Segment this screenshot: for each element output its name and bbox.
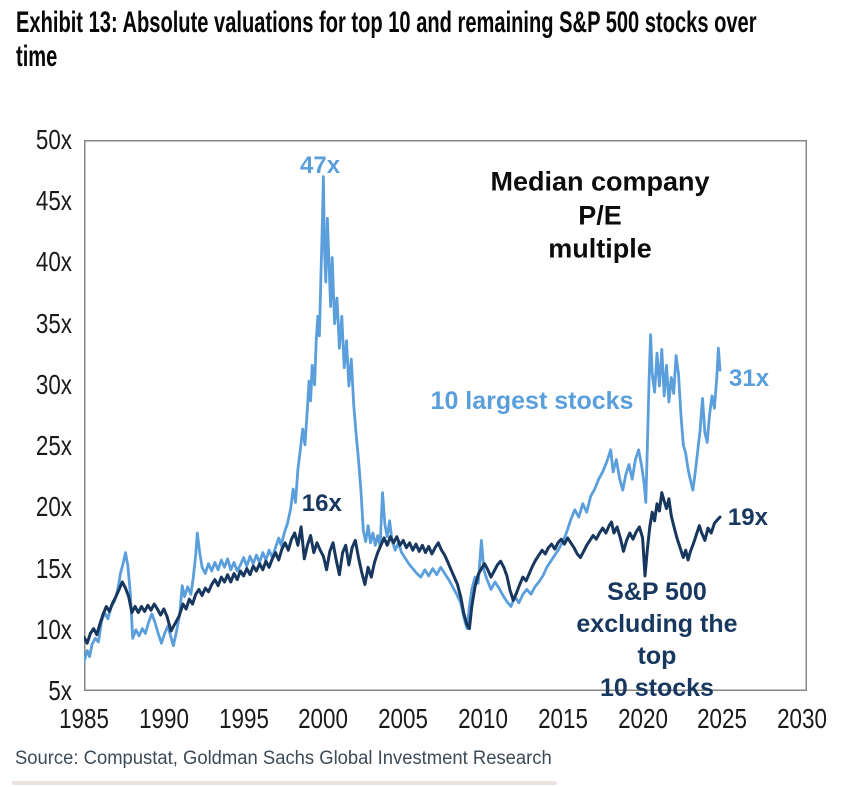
- y-tick-30x: 30x: [35, 368, 72, 400]
- plot-border: [84, 140, 807, 691]
- peak-16x: 16x: [301, 489, 342, 517]
- sp500-ex-top10-line: [84, 491, 722, 645]
- x-tick-1990: 1990: [138, 703, 189, 734]
- x-tick-2015: 2015: [537, 703, 588, 734]
- x-tick-2020: 2020: [617, 703, 668, 734]
- x-tick-2030: 2030: [777, 703, 828, 734]
- plot-area: [84, 140, 807, 691]
- pe-multiple-chart: [84, 140, 807, 691]
- y-tick-40x: 40x: [35, 246, 72, 278]
- y-tick-25x: 25x: [35, 430, 72, 462]
- median-pe-title: Median company P/E multiple: [490, 166, 710, 264]
- y-tick-45x: 45x: [35, 185, 72, 217]
- x-tick-2010: 2010: [458, 703, 508, 734]
- x-tick-2025: 2025: [697, 703, 748, 734]
- x-tick-2005: 2005: [378, 703, 429, 734]
- x-tick-2000: 2000: [298, 703, 349, 734]
- ten-largest-label: 10 largest stocks: [430, 386, 634, 415]
- x-tick-1995: 1995: [218, 703, 269, 734]
- x-tick-1985: 1985: [59, 703, 109, 734]
- ten-largest-stocks-line: [84, 175, 722, 663]
- exhibit-title-line-2: time: [16, 40, 58, 73]
- end-19x: 19x: [727, 504, 768, 532]
- exhibit-title: Exhibit 13: Absolute valuations for top …: [16, 6, 847, 74]
- y-tick-50x: 50x: [35, 124, 72, 155]
- end-31x: 31x: [729, 364, 770, 392]
- peak-47x: 47x: [300, 151, 341, 179]
- cropped-next-line-fragment: [12, 781, 557, 785]
- source-line: Source: Compustat, Goldman Sachs Global …: [15, 748, 552, 769]
- y-tick-5x: 5x: [48, 675, 72, 706]
- y-tick-20x: 20x: [35, 491, 72, 523]
- sp500-ex-top10-label: S&P 500 excluding the top 10 stocks: [576, 577, 738, 702]
- exhibit-title-line-1: Exhibit 13: Absolute valuations for top …: [16, 6, 757, 39]
- y-tick-35x: 35x: [35, 307, 72, 339]
- y-tick-15x: 15x: [35, 552, 72, 584]
- y-tick-10x: 10x: [35, 613, 72, 645]
